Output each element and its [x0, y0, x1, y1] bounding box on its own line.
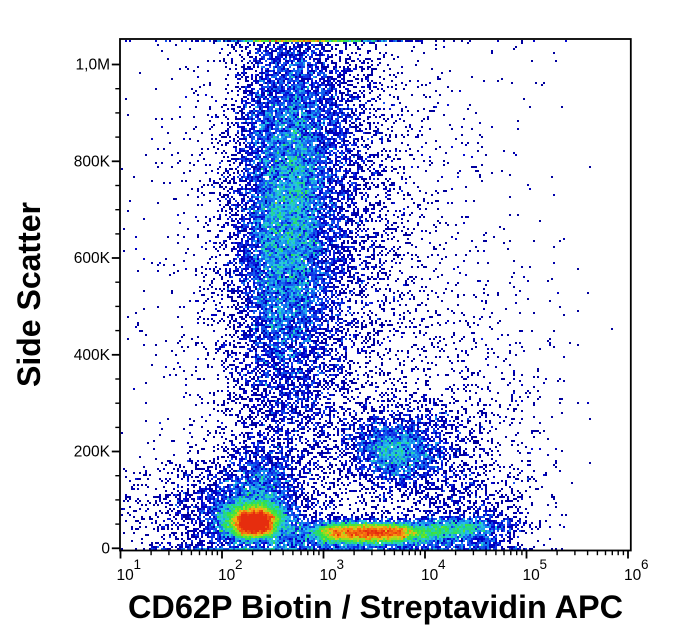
svg-text:Side Scatter: Side Scatter [11, 202, 47, 387]
svg-text:10: 10 [624, 567, 642, 584]
svg-text:10: 10 [320, 567, 338, 584]
svg-text:1,0M: 1,0M [76, 57, 110, 74]
svg-text:10: 10 [523, 567, 541, 584]
svg-text:1: 1 [134, 557, 142, 572]
svg-text:CD62P Biotin / Streptavidin AP: CD62P Biotin / Streptavidin APC [128, 589, 623, 625]
svg-text:3: 3 [337, 557, 345, 572]
svg-text:600K: 600K [74, 250, 111, 267]
svg-text:800K: 800K [74, 154, 111, 171]
svg-text:400K: 400K [74, 347, 111, 364]
svg-text:2: 2 [235, 557, 243, 572]
svg-text:10: 10 [421, 567, 439, 584]
svg-text:10: 10 [117, 567, 135, 584]
svg-text:4: 4 [438, 557, 446, 572]
svg-text:6: 6 [641, 557, 649, 572]
svg-text:10: 10 [218, 567, 236, 584]
svg-text:0: 0 [101, 541, 110, 558]
svg-text:200K: 200K [74, 444, 111, 461]
svg-text:5: 5 [540, 557, 548, 572]
